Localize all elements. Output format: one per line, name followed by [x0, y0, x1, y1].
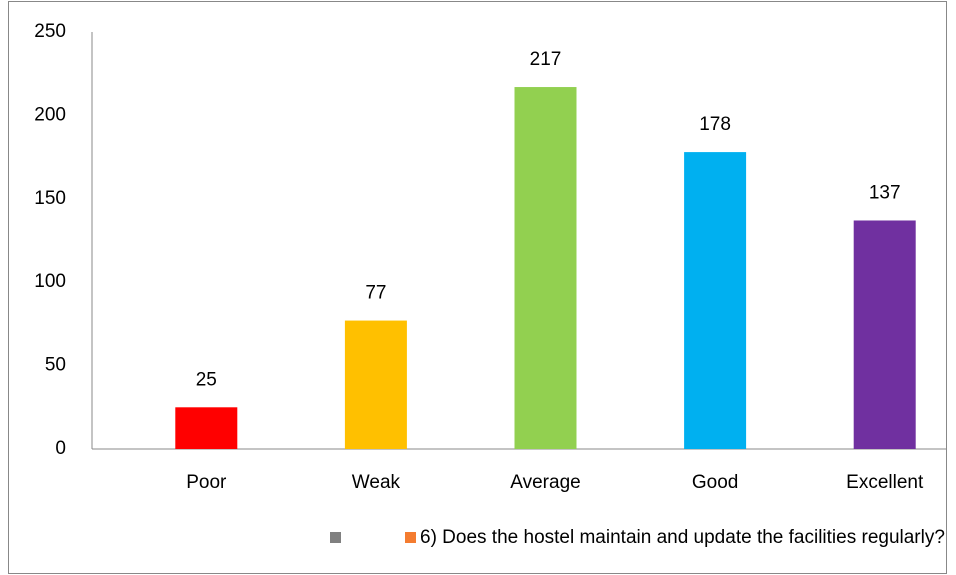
x-tick-label: Poor — [186, 472, 227, 493]
y-tick-label: 0 — [55, 438, 66, 459]
data-label: 178 — [699, 114, 731, 135]
legend-marker-blank — [330, 532, 341, 543]
bar — [514, 87, 577, 449]
bar — [853, 220, 916, 449]
data-label: 137 — [869, 182, 901, 203]
bar — [175, 407, 238, 449]
y-tick-label: 250 — [34, 21, 66, 42]
x-tick-label: Excellent — [846, 472, 924, 493]
x-tick-label: Weak — [352, 472, 401, 493]
bar — [684, 152, 747, 449]
x-tick-label: Good — [692, 472, 738, 493]
chart-border — [8, 1, 947, 574]
data-label: 25 — [196, 369, 217, 390]
y-tick-label: 50 — [45, 355, 66, 376]
y-tick-label: 100 — [34, 271, 66, 292]
x-tick-label: Average — [510, 472, 580, 493]
y-tick-label: 200 — [34, 104, 66, 125]
legend-marker — [405, 532, 416, 543]
y-tick-label: 150 — [34, 188, 66, 209]
bar — [344, 320, 407, 449]
data-label: 217 — [530, 49, 562, 70]
data-label: 77 — [365, 283, 386, 304]
legend-label: 6) Does the hostel maintain and update t… — [420, 527, 945, 548]
